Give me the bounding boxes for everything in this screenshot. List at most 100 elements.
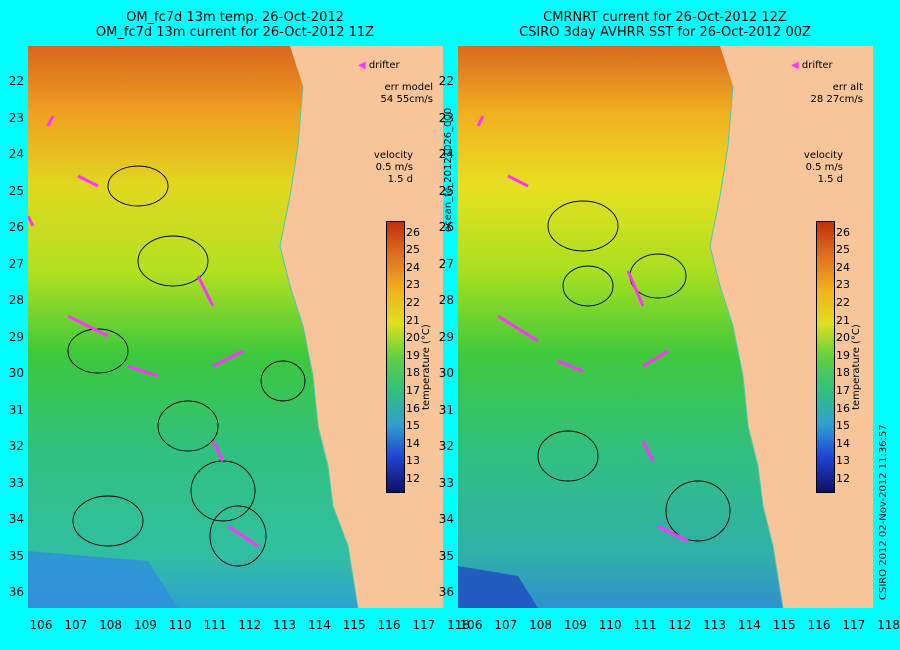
right-drifter-legend: ◀ drifter [791, 60, 833, 71]
longitude-tick: 118 [877, 618, 900, 632]
latitude-tick: 32 [438, 439, 454, 453]
latitude-tick: 26 [438, 220, 454, 234]
left-err-label: err model [384, 82, 433, 93]
colorbar-tick: 18 [406, 366, 420, 380]
longitude-tick: 112 [238, 618, 262, 632]
longitude-tick: 106 [29, 618, 53, 632]
colorbar-tick: 26 [406, 225, 420, 239]
right-drifters [476, 115, 689, 543]
latitude-tick: 36 [438, 585, 454, 599]
colorbar-tick: 19 [406, 348, 420, 362]
longitude-tick: 111 [633, 618, 657, 632]
latitude-tick: 22 [8, 74, 24, 88]
longitude-tick: 107 [494, 618, 518, 632]
longitude-tick: 110 [168, 618, 192, 632]
longitude-tick: 106 [459, 618, 483, 632]
right-velocity-label: velocity [803, 150, 843, 161]
right-err-legend: err alt 28 27cm/s [811, 82, 863, 106]
latitude-tick: 22 [438, 74, 454, 88]
longitude-tick: 115 [772, 618, 796, 632]
longitude-tick: 114 [307, 618, 331, 632]
right-sst-map [458, 46, 873, 608]
latitude-tick: 29 [438, 329, 454, 344]
colorbar-tick: 12 [406, 472, 420, 485]
right-err-value: 28 27cm/s [810, 94, 863, 105]
left-map-panel: ◀ drifter err model 54 55cm/s velocity 0… [28, 46, 443, 608]
colorbar-tick: 15 [406, 419, 420, 433]
longitude-tick: 111 [203, 618, 227, 632]
left-drifters [28, 115, 259, 548]
left-title-line1: OM_fc7d 13m temp. 26-Oct-2012 [126, 10, 344, 25]
colorbar-tick: 16 [836, 401, 850, 415]
colorbar-tick: 24 [406, 260, 420, 274]
right-panel-title: CMRNRT current for 26-Oct-2012 12Z CSIRO… [458, 10, 872, 40]
latitude-tick: 36 [8, 585, 24, 599]
colorbar-tick: 16 [406, 401, 420, 415]
colorbar-tick: 25 [836, 243, 850, 257]
latitude-tick: 28 [8, 293, 24, 307]
colorbar-tick: 25 [406, 243, 420, 257]
latitude-tick: 30 [8, 366, 24, 380]
longitude-tick: 109 [133, 618, 157, 632]
latitude-tick: 28 [438, 293, 454, 307]
right-velocity-legend: velocity 0.5 m/s 1.5 d [804, 150, 843, 186]
longitude-tick: 112 [668, 618, 692, 632]
longitude-tick: 118 [447, 618, 471, 632]
longitude-tick: 113 [703, 618, 727, 632]
colorbar-tick: 14 [406, 436, 420, 450]
colorbar-tick: 19 [836, 348, 850, 362]
latitude-tick: 31 [8, 402, 24, 417]
left-err-legend: err model 54 55cm/s [381, 82, 433, 106]
longitude-tick: 113 [273, 618, 297, 632]
longitude-tick: 109 [563, 618, 587, 632]
longitude-tick: 117 [412, 618, 436, 632]
colorbar-tick: 20 [406, 331, 420, 345]
longitude-tick: 107 [64, 618, 88, 632]
file-id-label: ocean_fc_20121026_000 [443, 107, 454, 232]
latitude-tick: 24 [8, 147, 24, 161]
colorbar-tick: 22 [836, 296, 850, 309]
left-panel-title: OM_fc7d 13m temp. 26-Oct-2012 OM_fc7d 13… [28, 10, 442, 40]
latitude-tick: 32 [8, 439, 24, 453]
right-title-line1: CMRNRT current for 26-Oct-2012 12Z [543, 10, 787, 25]
left-velocity-legend: velocity 0.5 m/s 1.5 d [374, 150, 413, 186]
latitude-tick: 33 [438, 475, 454, 490]
colorbar-tick: 20 [836, 331, 850, 345]
latitude-tick: 27 [438, 256, 454, 271]
latitude-tick: 30 [438, 366, 454, 380]
colorbar-tick: 24 [836, 260, 850, 274]
right-colorbar-label: temperature (°C) [851, 324, 862, 410]
longitude-tick: 117 [842, 618, 866, 632]
longitude-tick: 108 [529, 618, 553, 632]
latitude-tick: 34 [8, 512, 24, 526]
colorbar-tick: 22 [406, 296, 420, 309]
colorbar-tick: 13 [406, 454, 420, 468]
left-velocity-label: velocity [373, 150, 413, 161]
colorbar-tick: 14 [836, 436, 850, 450]
latitude-tick: 31 [438, 402, 454, 417]
latitude-tick: 34 [438, 512, 454, 526]
latitude-tick: 26 [8, 220, 24, 234]
left-velocity-days: 1.5 d [387, 174, 413, 185]
latitude-tick: 33 [8, 475, 24, 490]
right-velocity-scale: 0.5 m/s [805, 162, 843, 173]
longitude-tick: 110 [598, 618, 622, 632]
colorbar-tick: 21 [406, 313, 420, 327]
colorbar-tick: 18 [836, 366, 850, 380]
longitude-tick: 115 [342, 618, 366, 632]
left-drifter-label: drifter [368, 60, 400, 71]
credit-label: CSIRO 2012 02-Nov-2012 11:36:57 [878, 424, 889, 600]
latitude-tick: 27 [8, 256, 24, 271]
latitude-tick: 23 [438, 110, 454, 125]
left-title-line2: OM_fc7d 13m current for 26-Oct-2012 11Z [95, 25, 375, 40]
colorbar-tick: 17 [406, 384, 420, 397]
right-title-line2: CSIRO 3day AVHRR SST for 26-Oct-2012 00Z [519, 25, 811, 40]
latitude-tick: 23 [8, 110, 24, 125]
latitude-tick: 24 [438, 147, 454, 161]
longitude-tick: 114 [737, 618, 761, 632]
colorbar-tick: 23 [406, 278, 420, 292]
right-map-panel: ◀ drifter err alt 28 27cm/s velocity 0.5… [458, 46, 873, 608]
latitude-tick: 29 [8, 329, 24, 344]
colorbar-tick: 17 [836, 384, 850, 397]
right-colorbar [816, 221, 835, 493]
